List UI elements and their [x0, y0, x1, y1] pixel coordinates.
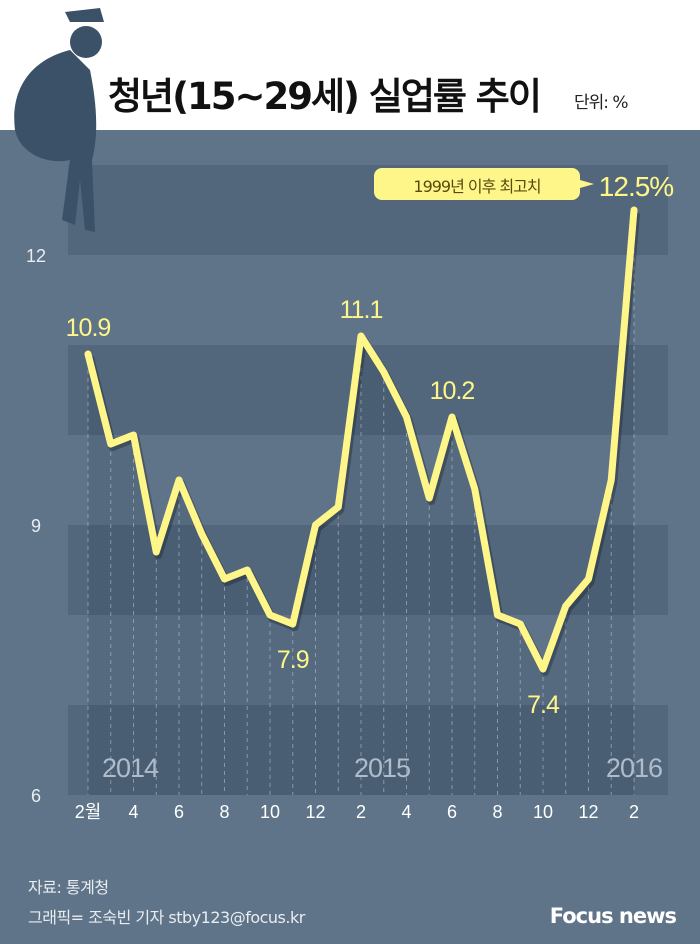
band [68, 345, 668, 435]
x-tick-label: 2월 [75, 802, 102, 822]
x-tick-label: 8 [219, 802, 229, 822]
x-tick-label: 12 [578, 802, 598, 822]
y-tick-label: 9 [31, 516, 41, 536]
header [0, 0, 700, 130]
annotation-callout [374, 168, 594, 200]
area-under-line [88, 210, 634, 795]
x-tick-label: 6 [174, 802, 184, 822]
data-label: 10.9 [66, 314, 111, 342]
unit-label: 단위: % [574, 93, 629, 113]
year-label: 2014 [102, 753, 159, 783]
y-tick-label: 12 [26, 246, 46, 266]
source-text: 자료: 통계청 [28, 878, 109, 897]
band [68, 705, 668, 795]
student-silhouette-icon [14, 8, 104, 232]
year-label: 2015 [354, 753, 410, 783]
credit-text: 그래픽= 조숙빈 기자 stby123@focus.kr [28, 908, 305, 927]
data-label: 7.9 [277, 646, 309, 674]
data-label: 7.4 [527, 691, 560, 719]
data-label: 10.2 [430, 377, 475, 405]
x-tick-label: 6 [447, 802, 457, 822]
x-tick-label: 10 [533, 802, 553, 822]
x-tick-label: 2 [629, 802, 639, 822]
x-tick-label: 2 [356, 802, 366, 822]
x-tick-label: 12 [305, 802, 325, 822]
annotation-text: 1999년 이후 최고치 [413, 177, 540, 196]
data-label: 12.5% [599, 171, 673, 202]
y-tick-label: 6 [31, 786, 41, 806]
chart-title: 청년(15~29세) 실업률 추이 [108, 75, 542, 118]
plot-area [68, 165, 668, 795]
x-tick-label: 4 [401, 802, 411, 822]
year-label: 2016 [606, 753, 662, 783]
data-label: 11.1 [340, 296, 383, 324]
x-tick-label: 10 [260, 802, 280, 822]
x-tick-label: 4 [128, 802, 138, 822]
x-tick-label: 8 [492, 802, 502, 822]
focus-news-logo: Focus news [549, 904, 677, 928]
